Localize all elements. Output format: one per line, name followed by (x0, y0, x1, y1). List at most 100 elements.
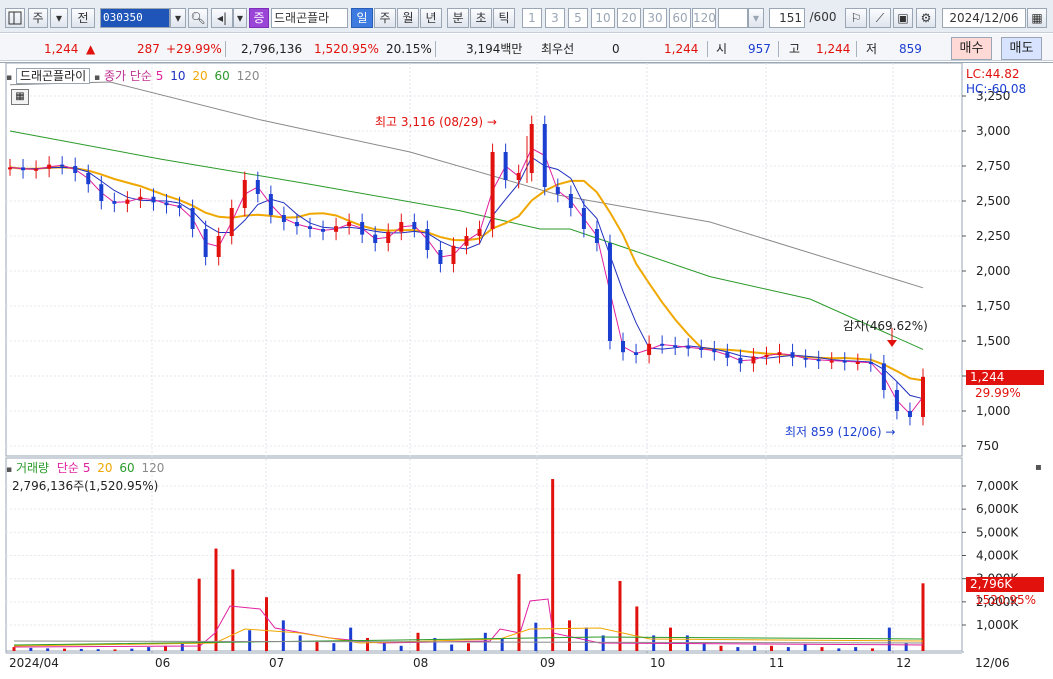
volume-bar (702, 643, 706, 651)
candle-body (594, 229, 599, 243)
save-icon[interactable]: ▣ (893, 8, 913, 28)
tool-icon[interactable]: ⚐ (845, 8, 867, 28)
sell-button[interactable]: 매도 (1001, 37, 1042, 60)
ext-select[interactable]: 전 (71, 8, 95, 28)
volume-bar (500, 638, 504, 651)
market-select[interactable]: 주 (28, 8, 48, 28)
candle-body (829, 360, 834, 363)
candle-body (634, 352, 639, 355)
candle-body (451, 245, 456, 264)
candle-body (529, 124, 534, 173)
table-view-icon[interactable]: ▦ (11, 89, 29, 105)
period-tab-second[interactable]: 초 (470, 8, 492, 28)
high-annotation: 최고 3,116 (08/29) → (375, 115, 497, 129)
y-tick-label: 1,500 (976, 334, 1010, 348)
price-tag: 1,244 (966, 370, 1044, 385)
x-tick-label: 09 (540, 656, 555, 670)
vol-ma20-legend: 20 (97, 461, 113, 475)
audio-dropdown-icon[interactable]: ▾ (233, 8, 247, 28)
candle-body (816, 359, 821, 362)
bar-count-input[interactable]: 151 (769, 8, 805, 28)
minute-60[interactable]: 60 (669, 8, 691, 28)
period-tab-month[interactable]: 월 (397, 8, 419, 28)
stock-code-input[interactable]: 030350 (100, 8, 170, 28)
period-tab-tick[interactable]: 틱 (493, 8, 515, 28)
candle-body (125, 199, 130, 204)
candle-body (555, 187, 560, 194)
volume-value: 2,796,136주(1,520.95%) (12, 479, 159, 493)
code-dropdown-icon[interactable]: ▾ (170, 8, 186, 28)
gear-icon[interactable]: ⚙ (916, 8, 936, 28)
search-icon[interactable]: 🔍︎ (188, 8, 208, 28)
candle-body (190, 208, 195, 229)
chart-area[interactable]: 2024/040607080910111212/067501,0001,2501… (0, 62, 1053, 679)
low-annotation: 최저 859 (12/06) → (785, 425, 896, 439)
minute-20[interactable]: 20 (617, 8, 641, 28)
candle-body (321, 229, 326, 232)
candle-body (907, 411, 912, 418)
volume-bar (399, 645, 403, 651)
volume-bar (736, 647, 740, 651)
minute-30[interactable]: 30 (643, 8, 667, 28)
audio-icon[interactable]: ◂| (211, 8, 233, 28)
minute-10[interactable]: 10 (591, 8, 615, 28)
minute-1[interactable]: 1 (522, 8, 542, 28)
period-tab-minute[interactable]: 분 (447, 8, 469, 28)
date-input[interactable]: 2024/12/06 (942, 8, 1026, 28)
buy-button[interactable]: 매수 (951, 37, 992, 60)
candle-body (647, 343, 652, 355)
candle-body (86, 173, 91, 185)
candle-body (399, 222, 404, 232)
volume-legend-label: 거래량 (15, 461, 50, 475)
volume-bar (231, 569, 235, 651)
candle-body (347, 222, 352, 227)
volume-bar (281, 620, 285, 651)
x-tick-label: 12/06 (975, 656, 1010, 670)
high-price: 1,244 (816, 42, 851, 56)
up-arrow-icon: ▲ (86, 42, 96, 56)
volume-ratio: 1,520.95% (314, 42, 379, 56)
ma10-line (9, 156, 924, 400)
volume-bar (770, 645, 773, 651)
vol-ma120-legend: 120 (141, 461, 165, 475)
minute-120[interactable]: 120 (692, 8, 716, 28)
volume-bar (584, 627, 588, 651)
price-change: 287 (137, 42, 160, 56)
layout-icon[interactable] (5, 8, 25, 28)
stock-chart[interactable]: 2024/040607080910111212/067501,0001,2501… (0, 63, 1053, 679)
market-dropdown-icon[interactable]: ▾ (50, 8, 68, 28)
draw-icon[interactable]: ⟋ (869, 8, 891, 28)
period-tab-week[interactable]: 주 (374, 8, 396, 28)
candle-body (712, 349, 717, 353)
custom-period-dropdown-icon[interactable]: ▾ (748, 8, 764, 28)
volume-tag: 2,796K (966, 577, 1044, 592)
volume-bar (719, 645, 723, 651)
minute-3[interactable]: 3 (545, 8, 565, 28)
candle-body (203, 229, 208, 257)
volume-bar (433, 638, 437, 651)
volume-bar (332, 643, 336, 651)
calendar-icon[interactable]: ▦ (1027, 8, 1047, 28)
candle-body (373, 234, 378, 243)
candle-body (842, 360, 847, 363)
vol-ma60-legend: 60 (119, 461, 135, 475)
candle-body (307, 226, 312, 229)
reduction-arrow (887, 340, 897, 347)
trade-amount: 3,194백만 (466, 42, 523, 56)
candle-body (751, 356, 756, 364)
candle-body (868, 362, 873, 364)
period-tab-day[interactable]: 일 (351, 8, 373, 28)
candle-body (894, 390, 899, 411)
panel-close-icon[interactable]: ▪ (1035, 462, 1042, 473)
volume-bar (349, 627, 353, 651)
custom-period-input[interactable] (718, 8, 748, 28)
period-tab-year[interactable]: 년 (420, 8, 442, 28)
candle-body (138, 196, 143, 200)
minute-5[interactable]: 5 (568, 8, 588, 28)
y-tick-label: 3,000 (976, 124, 1010, 138)
chart-toolbar: 주 ▾ 전 030350 ▾ 🔍︎ ◂| ▾ 증 드래곤플라 일 주 월 년 분… (0, 0, 1053, 33)
y-tick-label: 750 (976, 439, 999, 453)
ma20-legend: 20 (192, 69, 208, 83)
stock-name-legend[interactable]: 드래곤플라이 (15, 68, 91, 84)
candle-body (881, 363, 886, 390)
